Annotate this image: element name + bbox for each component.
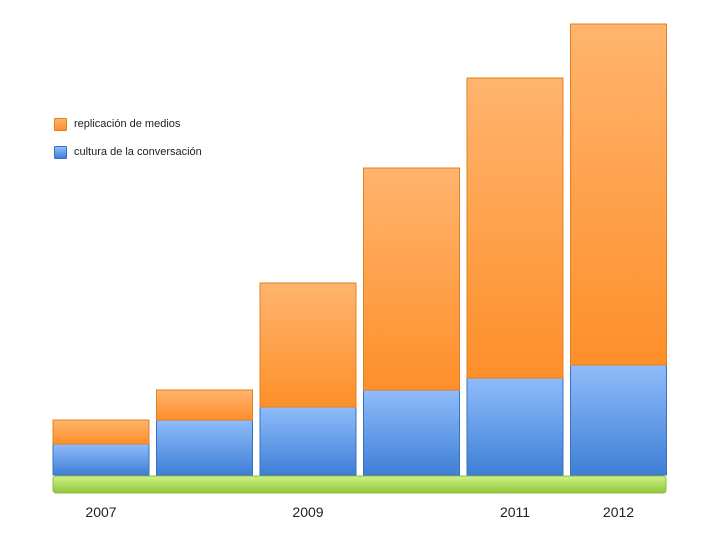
bar-replicacion-medios-2012 (570, 23, 667, 366)
bar-cultura-conversacion-2009 (259, 406, 357, 476)
x-tick-labels: 2007 2009 2011 2012 (85, 504, 634, 520)
chart-base-bar (52, 475, 667, 494)
bar-cultura-conversacion-2012 (570, 364, 667, 476)
legend-swatch-orange (54, 117, 67, 131)
bar-replicacion-medios-2009 (259, 282, 357, 408)
bar-cultura-conversacion-2011 (466, 377, 564, 476)
bar-replicacion-medios-2010 (363, 167, 460, 391)
legend-swatch-blue (54, 145, 67, 159)
legend-item-replicacion: replicación de medios (54, 110, 202, 138)
legend-label: cultura de la conversación (74, 146, 202, 158)
x-tick-label: 2009 (292, 504, 323, 520)
legend: replicación de medios cultura de la conv… (54, 110, 202, 166)
bar-replicacion-medios-2011 (466, 77, 564, 379)
bars-group (52, 23, 667, 476)
x-tick-label: 2012 (603, 504, 634, 520)
legend-item-cultura: cultura de la conversación (54, 138, 202, 166)
bar-replicacion-medios-2008 (156, 389, 253, 421)
bar-replicacion-medios-2007 (52, 419, 150, 445)
bar-cultura-conversacion-2008 (156, 419, 253, 476)
x-tick-label: 2007 (85, 504, 116, 520)
x-tick-label: 2011 (500, 504, 530, 520)
bar-cultura-conversacion-2010 (363, 389, 460, 476)
bar-cultura-conversacion-2007 (52, 443, 150, 476)
legend-label: replicación de medios (74, 118, 181, 130)
